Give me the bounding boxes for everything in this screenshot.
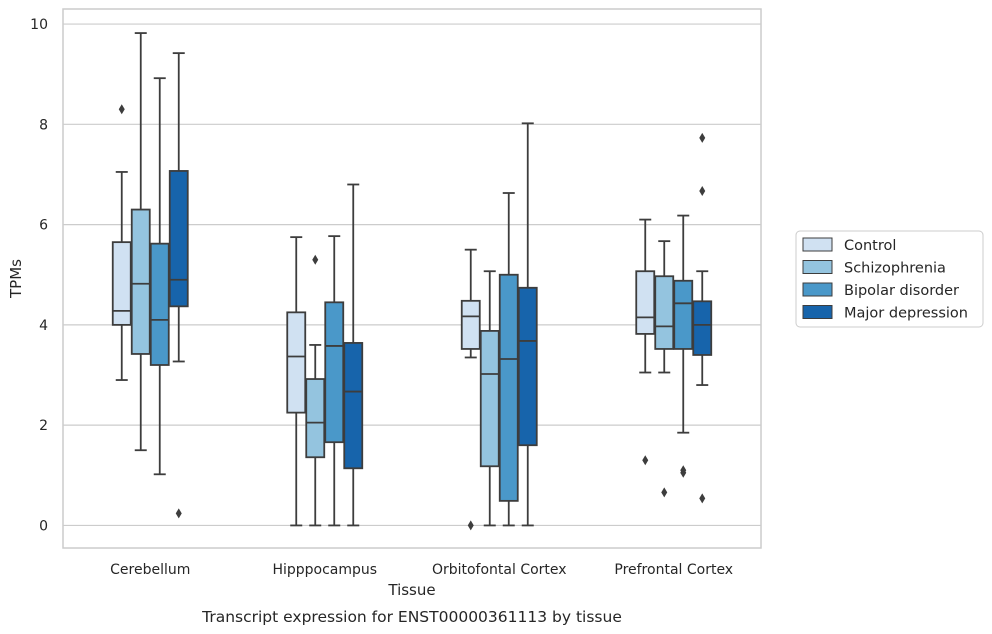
box-group	[149, 77, 170, 476]
y-axis-ticks: 0 2 4 6 8 10	[30, 17, 48, 534]
outlier-point	[312, 254, 319, 265]
box-group	[517, 122, 538, 527]
legend-item: Control	[802, 237, 896, 254]
legend-item: Major depression	[802, 305, 968, 322]
box	[517, 286, 538, 447]
outlier-point	[699, 493, 706, 504]
box-group	[343, 183, 364, 527]
legend-label: Schizophrenia	[844, 261, 946, 277]
plot-frame	[62, 8, 762, 549]
box	[149, 242, 170, 366]
box-group	[111, 104, 132, 381]
outlier-point	[118, 104, 125, 115]
box-group	[692, 132, 713, 504]
y-tick-label: 2	[39, 418, 48, 434]
x-axis-ticks: Cerebellum Hipppocampus Orbitofontal Corte…	[110, 562, 733, 578]
box-group	[498, 192, 519, 527]
box-group	[168, 52, 189, 519]
box	[168, 170, 189, 308]
box	[305, 378, 326, 459]
box	[130, 208, 151, 355]
y-tick-label: 10	[30, 17, 48, 33]
legend-item: Schizophrenia	[802, 260, 946, 277]
legend-swatch	[802, 237, 833, 252]
box-group	[305, 254, 326, 527]
box	[286, 311, 307, 414]
box-group	[673, 214, 694, 478]
y-tick-label: 6	[39, 218, 48, 234]
outlier-point	[467, 520, 474, 531]
box-group	[479, 270, 500, 527]
series-bipolar-disorder	[149, 77, 694, 527]
outlier-point	[699, 186, 706, 197]
legend-label: Major depression	[844, 306, 968, 322]
legend-label: Bipolar disorder	[844, 283, 959, 299]
y-tick-label: 8	[39, 117, 48, 133]
y-axis-label: TPMs	[7, 259, 25, 299]
legend-item: Bipolar disorder	[802, 282, 959, 299]
legend-frame	[795, 230, 984, 328]
chart-caption: Transcript expression for ENST0000036111…	[201, 608, 622, 626]
x-axis-label: Tissue	[387, 581, 435, 599]
box	[460, 299, 481, 350]
y-tick-label: 4	[39, 318, 48, 334]
y-tick-label: 0	[39, 518, 48, 534]
outlier-point	[642, 455, 649, 466]
series-control	[111, 104, 656, 531]
box	[635, 270, 656, 335]
box	[673, 279, 694, 350]
box-plot-series	[111, 32, 713, 531]
x-tick-label: Orbitofontal Cortex	[432, 562, 567, 578]
box	[498, 273, 519, 502]
box-group	[635, 218, 656, 466]
legend-swatch	[802, 260, 833, 274]
box-group	[130, 32, 151, 452]
legend: Control Schizophrenia Bipolar disorder Majo…	[795, 230, 984, 328]
box-group	[460, 248, 481, 531]
box	[479, 329, 500, 468]
legend-label: Control	[844, 238, 896, 254]
box	[654, 275, 675, 350]
box-group	[324, 235, 345, 527]
legend-swatch	[802, 282, 833, 297]
series-major-depression	[168, 52, 713, 527]
box-group	[286, 236, 307, 527]
series-schizophrenia	[130, 32, 675, 527]
box	[111, 241, 132, 326]
x-tick-label: Hipppocampus	[272, 562, 377, 578]
box	[324, 301, 345, 444]
box	[343, 342, 364, 470]
outlier-point	[175, 508, 182, 519]
outlier-point	[661, 487, 668, 498]
box-group	[654, 240, 675, 498]
outlier-point	[699, 132, 706, 143]
x-tick-label: Cerebellum	[110, 562, 190, 578]
outlier-point	[680, 465, 687, 476]
legend-swatch	[802, 305, 833, 319]
box	[692, 300, 713, 356]
x-tick-label: Prefrontal Cortex	[614, 562, 733, 578]
